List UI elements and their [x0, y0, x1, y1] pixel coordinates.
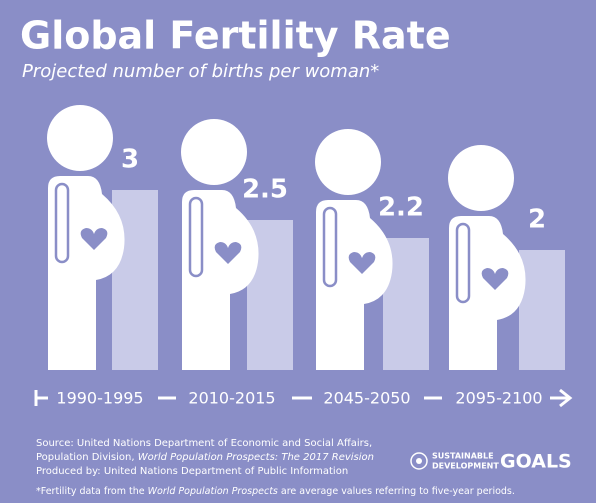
icon-heart	[348, 252, 376, 274]
bar	[519, 250, 565, 370]
x-tick-label: 2045-2050	[323, 389, 410, 408]
timeline	[34, 388, 573, 408]
icon-arm	[188, 196, 204, 278]
icon-arm	[54, 182, 70, 264]
value-label: 2	[528, 205, 546, 235]
chart-title: Global Fertility Rate	[20, 14, 451, 58]
footnote: *Fertility data from the World Populatio…	[36, 486, 515, 497]
source-line: Population Division, World Population Pr…	[36, 452, 374, 463]
source-line: Produced by: United Nations Department o…	[36, 466, 348, 477]
icon-heart	[481, 268, 509, 290]
x-tick-label: 1990-1995	[56, 389, 143, 408]
source-line-part: Source: United Nations Department of Eco…	[36, 438, 372, 449]
value-label: 2.5	[242, 175, 288, 205]
timeline-arrow	[559, 388, 573, 408]
icon-heart	[214, 242, 242, 264]
logo-text: GOALS	[500, 451, 572, 473]
pregnant-woman-icon	[448, 145, 526, 370]
icon-arm	[455, 222, 471, 304]
pregnant-woman-icon	[315, 129, 393, 370]
footnote-part: World Population Prospects	[148, 486, 278, 497]
pregnant-woman-icon	[181, 119, 259, 370]
value-label: 3	[121, 145, 139, 175]
x-tick-label: 2095-2100	[455, 389, 542, 408]
source-line-part: Population Division,	[36, 452, 138, 463]
footnote-part: are average values referring to five-yea…	[278, 486, 515, 497]
icon-arm	[322, 206, 338, 288]
logo-text: DEVELOPMENT	[432, 462, 499, 471]
icon-head	[47, 105, 113, 171]
footnote-part: *Fertility data from the	[36, 486, 148, 497]
un-emblem	[410, 452, 428, 470]
source-line-part: World Population Prospects: The 2017 Rev…	[138, 452, 374, 463]
icon-head	[315, 129, 381, 195]
source-line: Source: United Nations Department of Eco…	[36, 438, 372, 449]
x-tick-label: 2010-2015	[188, 389, 275, 408]
icon-head	[448, 145, 514, 211]
pregnant-woman-icon	[47, 105, 125, 370]
logo-text: SUSTAINABLE	[432, 452, 494, 461]
source-line-part: Produced by: United Nations Department o…	[36, 466, 348, 477]
icon-heart	[80, 228, 108, 250]
value-label: 2.2	[378, 193, 424, 223]
chart-subtitle: Projected number of births per woman*	[22, 61, 379, 82]
icon-head	[181, 119, 247, 185]
